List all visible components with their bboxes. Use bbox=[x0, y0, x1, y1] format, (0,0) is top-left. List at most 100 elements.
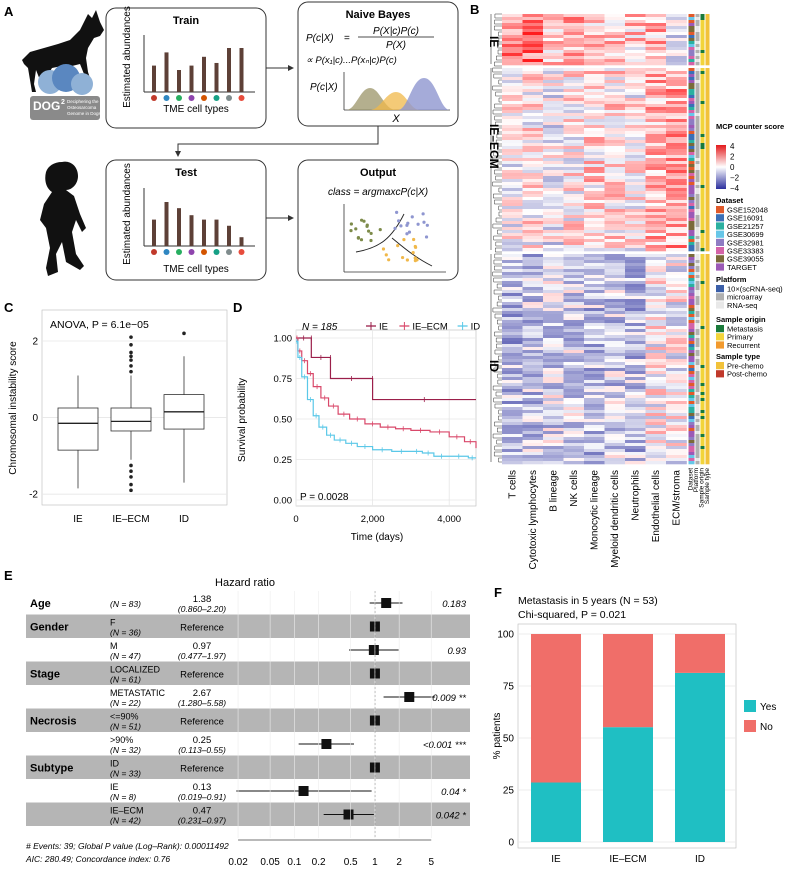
heatmap-cell bbox=[563, 410, 585, 414]
heatmap-cell bbox=[645, 272, 667, 276]
heatmap-cell bbox=[604, 320, 626, 324]
annot-type-cell bbox=[705, 230, 710, 234]
heatmap-cell bbox=[502, 413, 523, 417]
heatmap-cell bbox=[604, 164, 626, 168]
heatmap-cell bbox=[522, 167, 544, 171]
box-outlier bbox=[129, 358, 133, 362]
panel-letter-f: F bbox=[494, 585, 502, 600]
annot-type-cell bbox=[705, 371, 710, 375]
heatmap-cell bbox=[645, 53, 667, 57]
heatmap-cell bbox=[666, 284, 687, 288]
heatmap-cell bbox=[666, 164, 687, 168]
heatmap-cell bbox=[563, 419, 585, 423]
annot-platform-cell bbox=[695, 377, 700, 381]
heatmap-cell bbox=[563, 140, 585, 144]
heatmap-cell bbox=[625, 428, 646, 432]
heatmap-cell bbox=[584, 173, 605, 177]
heatmap-cell bbox=[522, 347, 544, 351]
heatmap-cell bbox=[625, 257, 646, 261]
annot-type-cell bbox=[705, 341, 710, 345]
annot-origin-cell bbox=[700, 230, 705, 234]
annot-platform-cell bbox=[695, 62, 700, 66]
heatmap-cell bbox=[543, 419, 564, 423]
heatmap-cell bbox=[666, 374, 687, 378]
heatmap-cell bbox=[584, 182, 605, 186]
heatmap-cell bbox=[522, 380, 544, 384]
heatmap-cell bbox=[543, 440, 564, 444]
annot-type-cell bbox=[705, 113, 710, 117]
heatmap-cell bbox=[502, 446, 523, 450]
heatmap-cell bbox=[563, 248, 585, 252]
annot-dataset-cell bbox=[688, 287, 695, 291]
heatmap-cell bbox=[543, 461, 564, 465]
dendrogram-branch bbox=[498, 187, 502, 193]
heatmap-cell bbox=[522, 389, 544, 393]
annot-type-cell bbox=[705, 338, 710, 342]
heatmap-cell bbox=[543, 110, 564, 114]
annot-platform-cell bbox=[695, 332, 700, 336]
celltype-bar bbox=[227, 48, 231, 92]
annot-type-cell bbox=[705, 68, 710, 72]
annot-type-cell bbox=[705, 128, 710, 132]
heatmap-cell bbox=[604, 422, 626, 426]
heatmap-cell bbox=[543, 188, 564, 192]
heatmap-cell bbox=[522, 107, 544, 111]
heatmap-cell bbox=[666, 371, 687, 375]
annot-platform-cell bbox=[695, 275, 700, 279]
annot-platform-cell bbox=[695, 116, 700, 120]
annot-platform-cell bbox=[695, 434, 700, 438]
heatmap-cell bbox=[666, 452, 687, 456]
heatmap-cell bbox=[522, 374, 544, 378]
annot-origin-cell bbox=[700, 122, 705, 126]
annot-platform-cell bbox=[695, 14, 700, 18]
heatmap-cell bbox=[666, 95, 687, 99]
annot-type-cell bbox=[705, 161, 710, 165]
annot-platform-cell bbox=[695, 191, 700, 195]
heatmap-cell bbox=[625, 380, 646, 384]
annot-origin-cell bbox=[700, 152, 705, 156]
legend-swatch bbox=[716, 341, 724, 349]
heatmap-cell bbox=[625, 365, 646, 369]
heatmap-cell bbox=[584, 122, 605, 126]
heatmap-cell bbox=[584, 341, 605, 345]
heatmap-cell bbox=[502, 275, 523, 279]
annot-origin-cell bbox=[700, 74, 705, 78]
heatmap-cell bbox=[543, 221, 564, 225]
heatmap-cell bbox=[584, 272, 605, 276]
forest-level-label: >90% bbox=[110, 735, 133, 745]
annot-type-cell bbox=[705, 428, 710, 432]
heatmap-cell bbox=[584, 143, 605, 147]
heatmap-cell bbox=[645, 296, 667, 300]
annot-dataset-cell bbox=[688, 284, 695, 288]
annot-dataset-cell bbox=[688, 83, 695, 87]
heatmap-cell bbox=[563, 50, 585, 54]
annot-origin-cell bbox=[700, 134, 705, 138]
annot-dataset-cell bbox=[688, 323, 695, 327]
heatmap-cell bbox=[604, 224, 626, 228]
heatmap-cell bbox=[625, 455, 646, 459]
heatmap-cell bbox=[584, 194, 605, 198]
celltype-bar bbox=[214, 219, 219, 246]
heatmap-cell bbox=[645, 299, 667, 303]
output-dot bbox=[402, 238, 406, 242]
annot-dataset-cell bbox=[688, 110, 695, 114]
heatmap-cell bbox=[502, 332, 523, 336]
heatmap-cell bbox=[625, 395, 646, 399]
heatmap-cell bbox=[522, 161, 544, 165]
heatmap-cell bbox=[625, 14, 646, 18]
heatmap-cell bbox=[625, 149, 646, 153]
legend-swatch bbox=[716, 206, 724, 214]
annot-type-cell bbox=[705, 248, 710, 252]
heatmap-cell bbox=[604, 407, 626, 411]
heatmap-cell bbox=[604, 155, 626, 159]
heatmap-cell bbox=[584, 110, 605, 114]
heatmap-cell bbox=[522, 317, 544, 321]
test-ylabel: Estimated abundances bbox=[122, 163, 133, 265]
heatmap-cell bbox=[625, 398, 646, 402]
heatmap-cell bbox=[604, 161, 626, 165]
heatmap-cell bbox=[543, 377, 564, 381]
heatmap-cell bbox=[522, 440, 544, 444]
heatmap-cell bbox=[502, 20, 523, 24]
heatmap-cell bbox=[522, 329, 544, 333]
heatmap-cell bbox=[522, 401, 544, 405]
